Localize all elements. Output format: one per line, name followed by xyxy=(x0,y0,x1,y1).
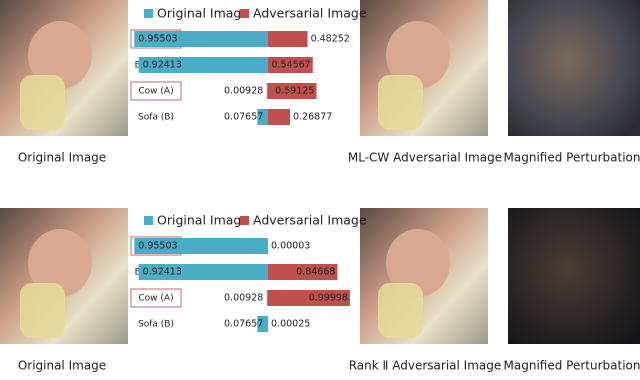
perturbation-image xyxy=(508,0,640,136)
legend-label: Original Image xyxy=(157,213,249,228)
bottle xyxy=(20,283,65,338)
value-label: 0.99998 xyxy=(309,293,348,304)
bar xyxy=(268,31,308,47)
caption: Original Image xyxy=(18,359,106,373)
perturbation-image xyxy=(508,208,640,344)
value-label: 0.95503 xyxy=(138,241,177,252)
caption: Magnified Perturbation xyxy=(504,151,640,165)
caption: ML-CW Adversarial Image xyxy=(348,151,502,165)
value-label: 0.95503 xyxy=(138,34,177,45)
legend-swatch xyxy=(144,9,153,18)
value-label: 0.48252 xyxy=(311,34,350,45)
bar xyxy=(267,290,268,306)
caption: Magnified Perturbation xyxy=(504,359,640,373)
legend-label: Adversarial Image xyxy=(253,6,367,21)
bottle xyxy=(378,283,423,338)
value-label: 0.00025 xyxy=(271,319,310,330)
value-label: 0.26877 xyxy=(293,112,332,123)
bottle xyxy=(378,75,423,130)
value-label: 0.07657 xyxy=(224,319,263,330)
value-label: 0.54567 xyxy=(271,60,310,71)
value-label: 0.84668 xyxy=(296,267,335,278)
value-label: 0.00928 xyxy=(224,293,263,304)
bottle xyxy=(20,75,65,130)
category-label: Cow (A) xyxy=(138,87,173,97)
value-label: 0.00003 xyxy=(271,241,310,252)
legend-swatch xyxy=(240,9,249,18)
value-label: 0.92413 xyxy=(143,60,182,71)
value-label: 0.92413 xyxy=(143,267,182,278)
category-label: Cow (A) xyxy=(138,294,173,304)
value-label: 0.00928 xyxy=(224,86,263,97)
caption: Rank Ⅱ Adversarial Image xyxy=(349,359,502,373)
value-label: 0.07657 xyxy=(224,112,263,123)
caption: Original Image xyxy=(18,151,106,165)
bar xyxy=(267,83,268,99)
legend-swatch xyxy=(240,216,249,225)
legend-swatch xyxy=(144,216,153,225)
category-label: Sofa (B) xyxy=(138,320,174,330)
value-label: 0.59125 xyxy=(275,86,314,97)
bar xyxy=(268,109,290,125)
legend-label: Original Image xyxy=(157,6,249,21)
category-label: Sofa (B) xyxy=(138,113,174,123)
legend-label: Adversarial Image xyxy=(253,213,367,228)
